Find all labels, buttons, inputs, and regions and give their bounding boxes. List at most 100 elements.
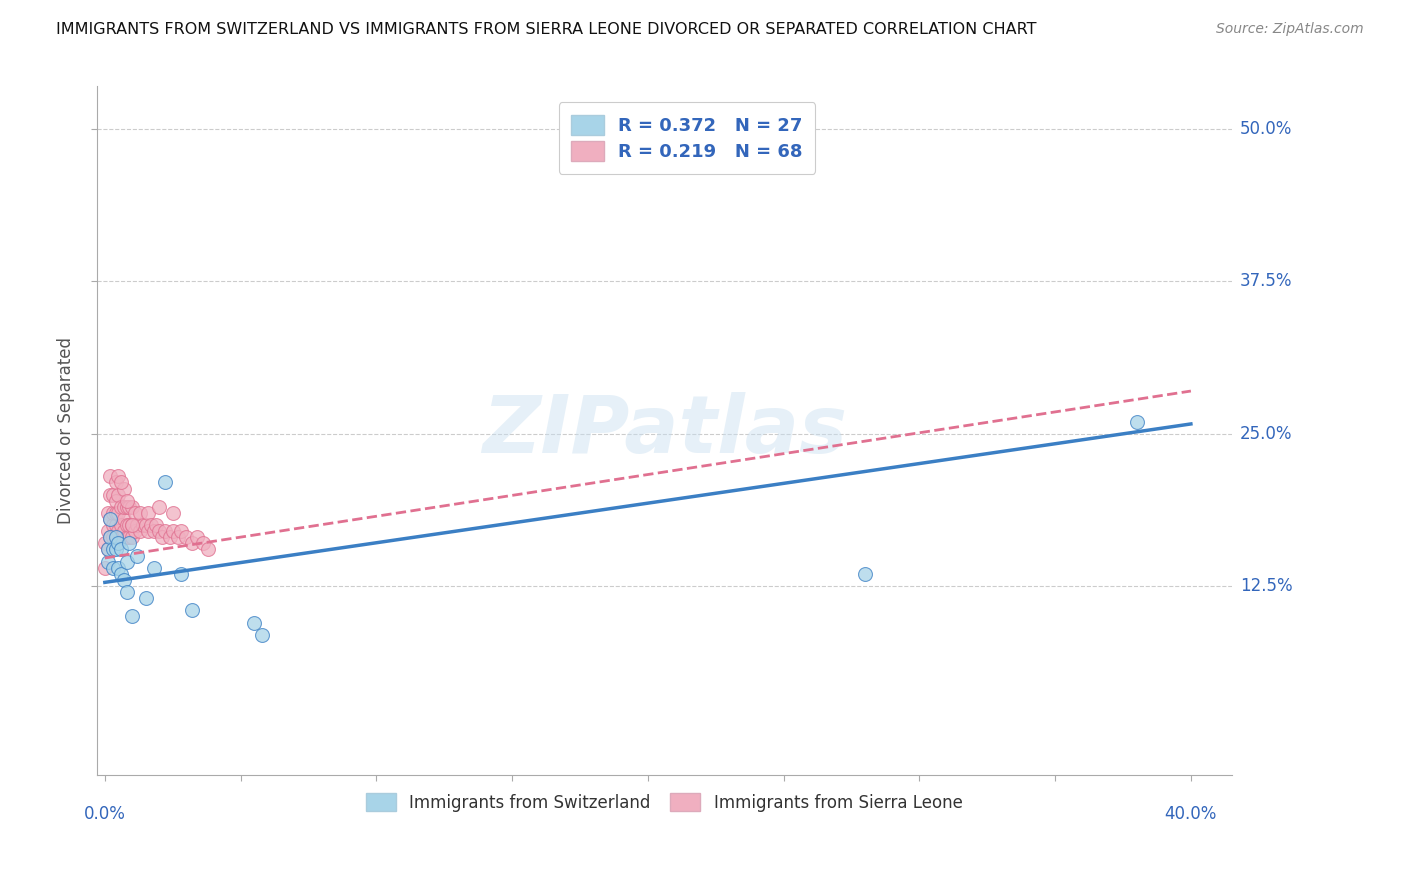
Point <box>112 524 135 538</box>
Point <box>121 530 143 544</box>
Point <box>135 591 157 606</box>
Point <box>110 475 132 490</box>
Point <box>124 524 146 538</box>
Point <box>853 566 876 581</box>
Point <box>112 482 135 496</box>
Point <box>127 518 149 533</box>
Text: 25.0%: 25.0% <box>1240 425 1292 442</box>
Point <box>110 530 132 544</box>
Point <box>110 566 132 581</box>
Point <box>127 549 149 563</box>
Point <box>148 524 170 538</box>
Point <box>115 493 138 508</box>
Point <box>97 555 120 569</box>
Point <box>104 530 127 544</box>
Point <box>180 536 202 550</box>
Point <box>170 566 193 581</box>
Point <box>142 560 165 574</box>
Point <box>148 500 170 514</box>
Point <box>104 542 127 557</box>
Point <box>153 475 176 490</box>
Point <box>132 518 155 533</box>
Point <box>98 512 121 526</box>
Legend: Immigrants from Switzerland, Immigrants from Sierra Leone: Immigrants from Switzerland, Immigrants … <box>359 786 969 818</box>
Point <box>150 530 173 544</box>
Point <box>98 530 121 544</box>
Point <box>98 530 121 544</box>
Point <box>162 524 184 538</box>
Point <box>191 536 214 550</box>
Point <box>136 506 159 520</box>
Point <box>115 500 138 514</box>
Point <box>107 536 129 550</box>
Text: 37.5%: 37.5% <box>1240 272 1292 291</box>
Text: 12.5%: 12.5% <box>1240 577 1292 595</box>
Point <box>104 530 127 544</box>
Point <box>101 560 124 574</box>
Point <box>186 530 208 544</box>
Point <box>107 536 129 550</box>
Point <box>107 469 129 483</box>
Point <box>170 524 193 538</box>
Point <box>121 500 143 514</box>
Point <box>107 524 129 538</box>
Y-axis label: Divorced or Separated: Divorced or Separated <box>58 337 75 524</box>
Text: 0.0%: 0.0% <box>84 805 125 823</box>
Point <box>98 512 121 526</box>
Point <box>97 542 120 557</box>
Point <box>121 518 143 533</box>
Point <box>112 500 135 514</box>
Point <box>180 603 202 617</box>
Point <box>97 542 120 557</box>
Text: Source: ZipAtlas.com: Source: ZipAtlas.com <box>1216 22 1364 37</box>
Point <box>112 512 135 526</box>
Point <box>97 506 120 520</box>
Point <box>162 506 184 520</box>
Point <box>94 536 117 550</box>
Point <box>136 524 159 538</box>
Point <box>107 506 129 520</box>
Text: ZIPatlas: ZIPatlas <box>482 392 846 470</box>
Point <box>118 530 141 544</box>
Point <box>243 615 266 630</box>
Point <box>98 488 121 502</box>
Point <box>97 524 120 538</box>
Point <box>101 530 124 544</box>
Point <box>101 488 124 502</box>
Point <box>107 560 129 574</box>
Point <box>110 542 132 557</box>
Point <box>94 560 117 574</box>
Point <box>98 469 121 483</box>
Point <box>124 506 146 520</box>
Point <box>104 493 127 508</box>
Text: 40.0%: 40.0% <box>1164 805 1218 823</box>
Point <box>121 518 143 533</box>
Point <box>142 524 165 538</box>
Point <box>118 536 141 550</box>
Point <box>197 542 219 557</box>
Point <box>104 518 127 533</box>
Point <box>115 530 138 544</box>
Text: 50.0%: 50.0% <box>1240 120 1292 138</box>
Point <box>110 518 132 533</box>
Point <box>135 518 157 533</box>
Point <box>104 475 127 490</box>
Point <box>252 628 274 642</box>
Point <box>176 530 198 544</box>
Point <box>101 518 124 533</box>
Point <box>145 518 167 533</box>
Point <box>118 500 141 514</box>
Point <box>1125 415 1147 429</box>
Point <box>107 488 129 502</box>
Point <box>153 524 176 538</box>
Point <box>115 518 138 533</box>
Point <box>121 609 143 624</box>
Point <box>139 518 162 533</box>
Point <box>112 573 135 587</box>
Point <box>104 506 127 520</box>
Point <box>118 518 141 533</box>
Point <box>110 500 132 514</box>
Point <box>101 542 124 557</box>
Point <box>115 555 138 569</box>
Point <box>115 585 138 599</box>
